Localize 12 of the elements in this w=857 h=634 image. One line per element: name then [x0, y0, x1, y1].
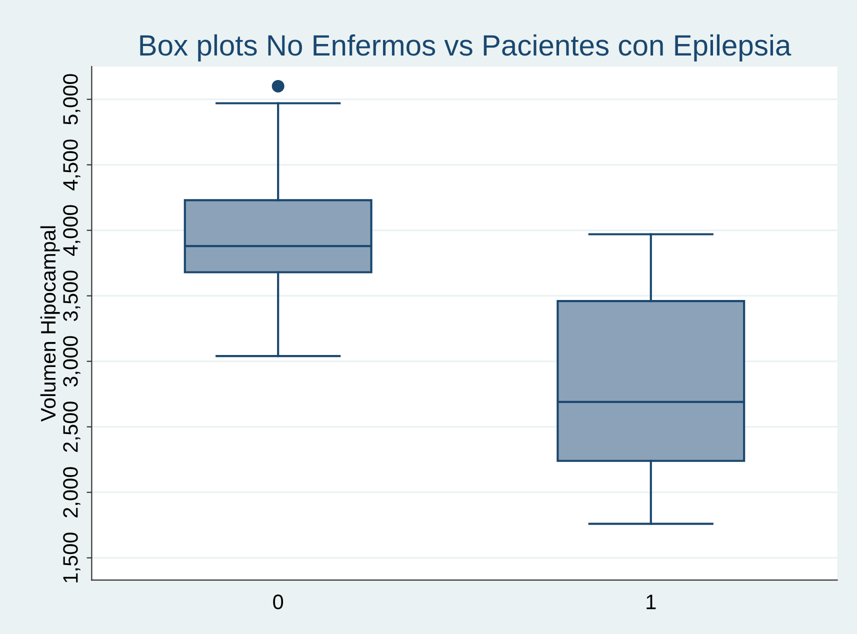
x-tick-label: 1	[646, 594, 656, 610]
x-tick-label: 0	[273, 594, 284, 610]
y-tick-label: 3,500	[63, 270, 80, 322]
y-tick-label: 4,000	[63, 205, 80, 256]
y-tick-label: 2,000	[63, 467, 80, 518]
y-tick-label: 4,500	[63, 140, 80, 190]
y-tick-label: 2,500	[63, 402, 80, 452]
y-tick-label: 1,500	[63, 532, 80, 582]
y-tick-label: 3,000	[63, 336, 80, 387]
y-axis-title: Volumen Hipocampal	[40, 226, 60, 422]
y-tick-label: 5,000	[63, 74, 80, 125]
chart-title: Box plots No Enfermos vs Pacientes con Epilepsia	[140, 34, 792, 62]
